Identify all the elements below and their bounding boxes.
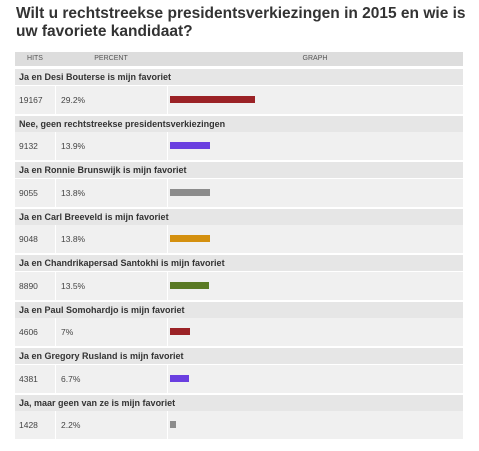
hits-value: 9055: [19, 187, 38, 198]
column-divider: [55, 318, 56, 346]
percent-value: 13.8%: [61, 234, 86, 244]
column-divider: [167, 318, 168, 346]
column-divider: [167, 85, 168, 114]
column-divider: [55, 411, 56, 439]
percent-value: 6.7%: [61, 373, 81, 384]
option-label: Nee, geen rechtstreekse presidentsverkie…: [15, 115, 463, 132]
column-divider: [167, 225, 168, 253]
percent-value: 7%: [61, 327, 74, 337]
hits-value: 9132: [19, 141, 38, 151]
column-divider: [167, 132, 168, 160]
poll-title: Wilt u rechtstreekse presidentsverkiezin…: [16, 5, 466, 40]
column-divider: [55, 225, 56, 253]
header-graph: GRAPH: [302, 55, 328, 62]
hits-value: 9048: [19, 234, 38, 244]
result-bar: [170, 374, 190, 382]
hits-value: 8890: [19, 280, 38, 291]
header-percent: PERCENT: [94, 55, 128, 62]
option-result-row: 19167 29.2%: [15, 85, 463, 114]
option-result-row: 4606 7%: [15, 318, 463, 346]
header-hits: HITS: [27, 55, 43, 62]
option-label: Ja en Gregory Rusland is mijn favoriet: [15, 348, 463, 364]
column-divider: [167, 271, 168, 300]
result-bar: [170, 421, 177, 428]
option-label: Ja en Chandrikapersad Santokhi is mijn f…: [15, 255, 463, 271]
result-bar: [170, 142, 211, 149]
option-result-row: 9055 13.8%: [15, 178, 463, 207]
column-divider: [55, 178, 56, 207]
column-divider: [167, 364, 168, 393]
column-divider: [55, 364, 56, 393]
result-bar: [170, 188, 211, 196]
option-label: Ja en Carl Breeveld is mijn favoriet: [15, 208, 463, 225]
option-result-row: 9132 13.9%: [15, 132, 463, 160]
percent-value: 13.8%: [61, 187, 86, 198]
hits-value: 4606: [19, 327, 38, 337]
result-bar: [170, 281, 210, 289]
option-result-row: 1428 2.2%: [15, 411, 463, 439]
result-bar: [170, 235, 211, 242]
percent-value: 13.5%: [61, 280, 86, 291]
poll-results-table: HITS PERCENT GRAPH Ja en Desi Bouterse i…: [15, 52, 463, 447]
percent-value: 2.2%: [61, 420, 81, 430]
hits-value: 1428: [19, 420, 38, 430]
percent-value: 13.9%: [61, 141, 86, 151]
column-divider: [167, 411, 168, 439]
option-result-row: 4381 6.7%: [15, 364, 463, 393]
option-label: Ja en Ronnie Brunswijk is mijn favoriet: [15, 162, 463, 178]
result-bar: [170, 328, 191, 335]
percent-value: 29.2%: [61, 94, 86, 105]
column-divider: [55, 132, 56, 160]
column-divider: [55, 85, 56, 114]
result-bar: [170, 95, 255, 103]
hits-value: 19167: [19, 94, 43, 105]
option-label: Ja en Desi Bouterse is mijn favoriet: [15, 69, 463, 85]
hits-value: 4381: [19, 373, 38, 384]
option-label: Ja, maar geen van ze is mijn favoriet: [15, 394, 463, 411]
option-result-row: 8890 13.5%: [15, 271, 463, 300]
option-label: Ja en Paul Somohardjo is mijn favoriet: [15, 301, 463, 318]
column-divider: [167, 178, 168, 207]
option-result-row: 9048 13.8%: [15, 225, 463, 253]
column-divider: [55, 271, 56, 300]
table-header: HITS PERCENT GRAPH: [15, 52, 463, 66]
